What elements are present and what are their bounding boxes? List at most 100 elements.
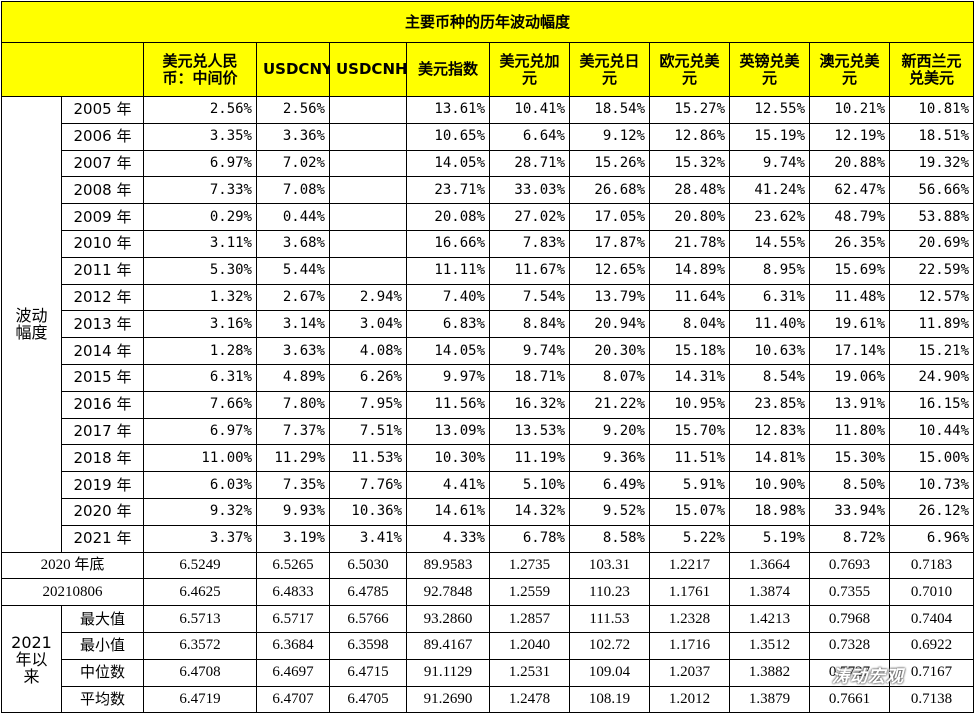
value-cell: 15.00% [888, 444, 975, 473]
value-cell: 1.3874 [729, 578, 810, 607]
value-cell: 21.78% [649, 229, 730, 258]
value-cell: 14.31% [649, 363, 730, 392]
value-cell: 6.5265 [256, 551, 330, 580]
value-cell: 103.31 [569, 551, 650, 580]
value-cell: 14.55% [729, 229, 810, 258]
table-row: 2020 年 9.32% 9.93% 10.36% 14.61% 14.32% 9.52% 1… [2, 497, 975, 526]
value-cell: 18.51% [888, 122, 975, 151]
value-cell: 10.81% [888, 96, 975, 124]
value-cell: 1.2012 [649, 685, 730, 714]
value-cell: 3.36% [256, 122, 330, 151]
table-row: 最小值 6.3572 6.3684 6.3598 89.4167 1.2040 102.72… [2, 631, 975, 660]
table-title: 主要币种的历年波动幅度 [0, 1, 975, 43]
value-cell: 3.41% [329, 524, 407, 553]
value-cell: 20.94% [569, 310, 650, 339]
table-row: 2017 年 6.97% 7.37% 7.51% 13.09% 13.53% 9.20% 15… [2, 417, 975, 446]
value-cell: 8.58% [569, 524, 650, 553]
value-cell: 23.62% [729, 203, 810, 231]
value-cell: 6.4707 [256, 685, 330, 714]
value-cell: 11.56% [406, 390, 490, 419]
column-header: 美元兑日元 [569, 42, 650, 97]
value-cell: 7.33% [143, 176, 257, 205]
value-cell: 10.41% [489, 96, 570, 124]
value-cell: 24.90% [888, 363, 975, 392]
value-cell: 0.7661 [809, 685, 890, 714]
value-cell: 16.15% [888, 390, 975, 419]
table-row: 2014 年 1.28% 3.63% 4.08% 14.05% 9.74% 20.30% 15… [2, 337, 975, 365]
table-row: 主要币种的历年波动幅度 [0, 1, 975, 43]
year-label: 2011 年 [61, 256, 144, 285]
value-cell: 5.30% [143, 256, 257, 285]
value-cell: 10.44% [888, 417, 975, 446]
value-cell: 3.37% [143, 524, 257, 553]
value-cell: 33.94% [809, 497, 890, 526]
value-cell: 5.19% [729, 524, 810, 553]
value-cell: 11.40% [729, 310, 810, 339]
value-cell: 2.56% [256, 96, 330, 124]
value-cell: 1.1716 [649, 631, 730, 660]
value-cell: 19.06% [809, 363, 890, 392]
table-row: 2013 年 3.16% 3.14% 3.04% 6.83% 8.84% 20.94% 8.0… [2, 310, 975, 339]
value-cell: 28.71% [489, 149, 570, 178]
value-cell: 11.00% [143, 444, 257, 473]
value-cell: 19.61% [809, 310, 890, 339]
value-cell: 19.32% [888, 149, 975, 178]
value-cell: 0.29% [143, 203, 257, 231]
value-cell: 6.31% [729, 283, 810, 312]
value-cell: 5.10% [489, 471, 570, 499]
value-cell: 109.04 [569, 658, 650, 687]
table-row: 2021年以来 最大值 6.5713 6.5717 6.5766 93.2860 1.285… [1, 605, 975, 714]
year-label: 2017 年 [61, 417, 144, 446]
value-cell: 9.36% [569, 444, 650, 473]
value-cell: 9.93% [256, 497, 330, 526]
column-header: 美元指数 [406, 42, 490, 97]
value-cell [329, 96, 407, 124]
value-cell: 10.90% [729, 471, 810, 499]
value-cell: 5.44% [256, 256, 330, 285]
value-cell: 0.6922 [888, 631, 975, 660]
value-cell: 13.91% [809, 390, 890, 419]
value-cell: 1.2328 [649, 605, 730, 633]
value-cell: 1.2735 [489, 551, 570, 580]
year-label: 2007 年 [61, 149, 144, 178]
value-cell: 20.69% [888, 229, 975, 258]
value-cell: 0.7183 [888, 551, 975, 580]
value-cell: 28.48% [649, 176, 730, 205]
value-cell: 13.79% [569, 283, 650, 312]
value-cell: 7.95% [329, 390, 407, 419]
value-cell: 10.95% [649, 390, 730, 419]
value-cell: 7.80% [256, 390, 330, 419]
value-cell: 1.3879 [729, 685, 810, 714]
value-cell: 15.26% [569, 149, 650, 178]
value-cell: 15.32% [649, 149, 730, 178]
value-cell: 17.05% [569, 203, 650, 231]
value-cell: 10.63% [729, 337, 810, 365]
value-cell: 6.3684 [256, 631, 330, 660]
value-cell: 6.5713 [143, 605, 257, 633]
column-header: 美元兑人民币：中间价 [143, 42, 257, 97]
value-cell: 0.7404 [888, 605, 975, 633]
value-cell: 12.65% [569, 256, 650, 285]
value-cell: 6.4705 [329, 685, 407, 714]
value-cell: 8.72% [809, 524, 890, 553]
value-cell: 9.12% [569, 122, 650, 151]
year-label: 2006 年 [61, 122, 144, 151]
value-cell: 26.35% [809, 229, 890, 258]
value-cell: 11.67% [489, 256, 570, 285]
value-cell: 20.88% [809, 149, 890, 178]
value-cell: 91.2690 [406, 685, 490, 714]
value-cell: 5.91% [649, 471, 730, 499]
value-cell: 1.28% [143, 337, 257, 365]
value-cell: 6.5766 [329, 605, 407, 633]
value-cell: 6.83% [406, 310, 490, 339]
value-cell: 1.32% [143, 283, 257, 312]
value-cell: 6.4625 [143, 578, 257, 607]
value-cell: 5.22% [649, 524, 730, 553]
value-cell: 17.14% [809, 337, 890, 365]
value-cell: 62.47% [809, 176, 890, 205]
value-cell: 4.89% [256, 363, 330, 392]
value-cell: 13.61% [406, 96, 490, 124]
year-label: 2005 年 [61, 96, 144, 124]
table-row: 波动幅度 2005 年 2.56% 2.56% 13.61% 10.41% 18.54% 15… [1, 96, 975, 553]
